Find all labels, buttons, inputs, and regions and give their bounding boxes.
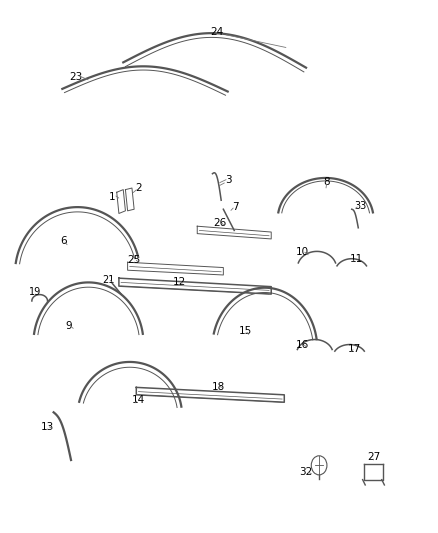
Text: 2: 2 <box>135 183 142 193</box>
Text: 8: 8 <box>324 176 330 187</box>
Text: 15: 15 <box>238 326 252 336</box>
Text: 9: 9 <box>66 321 72 331</box>
Text: 3: 3 <box>225 175 232 185</box>
Text: 18: 18 <box>212 382 225 392</box>
Text: 27: 27 <box>367 453 380 463</box>
Text: 25: 25 <box>127 255 141 265</box>
Text: 17: 17 <box>348 344 361 354</box>
Text: 19: 19 <box>29 287 42 297</box>
Text: 23: 23 <box>70 72 83 82</box>
Text: 6: 6 <box>60 236 67 246</box>
Text: 7: 7 <box>232 202 238 212</box>
Text: 21: 21 <box>102 275 114 285</box>
Text: 12: 12 <box>172 277 186 287</box>
Text: 10: 10 <box>296 247 309 257</box>
Text: 32: 32 <box>300 467 313 477</box>
Text: 13: 13 <box>40 422 54 432</box>
Text: 14: 14 <box>132 395 145 405</box>
Text: 33: 33 <box>354 201 367 211</box>
Text: 16: 16 <box>296 340 309 350</box>
Text: 26: 26 <box>213 218 226 228</box>
Text: 11: 11 <box>350 254 363 263</box>
Text: 24: 24 <box>210 27 223 37</box>
Text: 1: 1 <box>109 191 116 201</box>
